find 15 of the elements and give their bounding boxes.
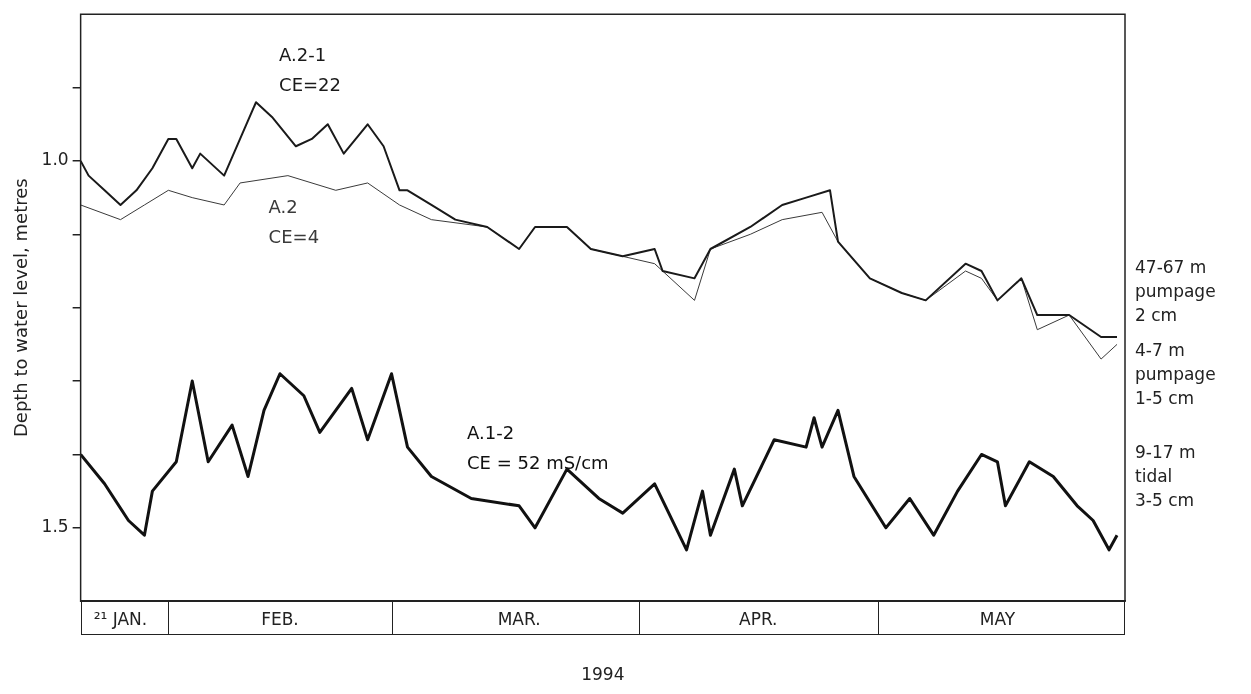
x-tick-label: APR. [739,608,778,629]
y-axis-title: Depth to water level, metres [10,178,32,438]
x-tick-label: ²¹ JAN. [93,608,148,629]
x-tick-label: FEB. [261,608,299,629]
text: 4-7 m pumpage 1-5 cm [1135,339,1216,410]
x-tick-label: MAR. [497,608,541,629]
x-tick-label: MAY [979,608,1016,629]
y-tick-label: 1.0 [41,149,69,170]
series-label: A.1-2 CE = 52 mS/cm [467,421,609,475]
text: 9-17 m tidal 3-5 cm [1135,441,1196,512]
series-label: A.2-1 CE=22 [279,43,341,97]
text: 47-67 m pumpage 2 cm [1135,256,1216,327]
y-tick-label: 1.5 [41,516,69,537]
x-axis-title: 1994 [581,664,625,685]
series-label: A.2 CE=4 [268,195,320,249]
